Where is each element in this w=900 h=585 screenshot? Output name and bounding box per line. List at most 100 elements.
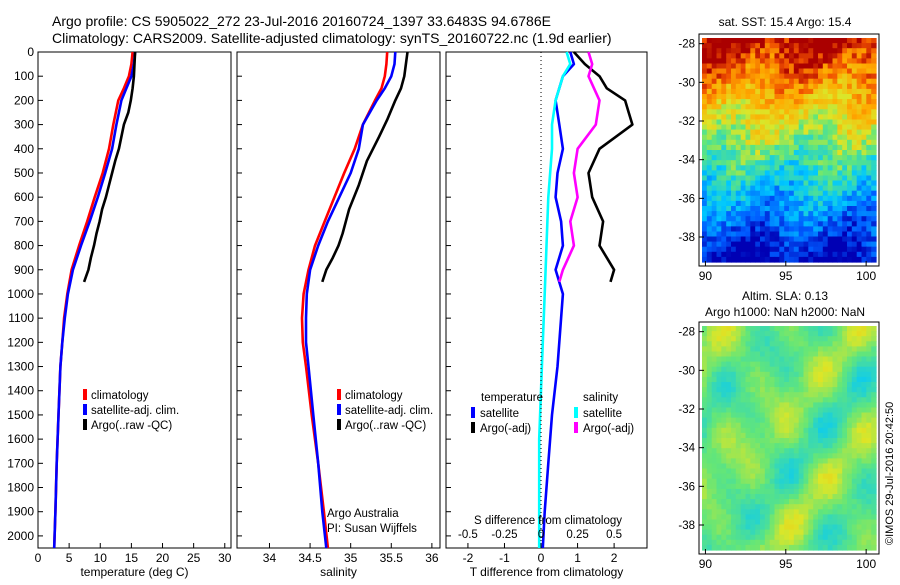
map-cell — [837, 483, 843, 490]
map-cell — [745, 392, 751, 398]
map-cell — [803, 109, 809, 115]
map-cell — [818, 397, 824, 403]
map-cell — [711, 509, 718, 515]
map-cell — [847, 438, 853, 444]
map-cell — [789, 412, 795, 419]
map-cell — [740, 483, 747, 490]
map-cell — [755, 499, 761, 505]
map-cell — [789, 109, 795, 115]
map-cell — [808, 119, 814, 126]
map-cell — [832, 458, 838, 465]
map-cell — [837, 326, 843, 332]
map-cell — [827, 241, 834, 248]
map-cell — [861, 119, 867, 126]
map-cell — [798, 94, 805, 100]
map-cell — [706, 478, 713, 485]
y-tick-label: 1800 — [7, 481, 34, 495]
map-cell — [871, 544, 877, 551]
map-cell — [866, 336, 872, 342]
map-cell — [779, 438, 785, 444]
map-cell — [827, 397, 834, 403]
map-cell — [764, 139, 771, 146]
map-cell — [822, 256, 829, 263]
map-cell — [774, 68, 780, 75]
map-cell — [711, 124, 718, 131]
map-cell — [832, 524, 838, 531]
map-cell — [784, 175, 790, 182]
map-cell — [711, 160, 718, 166]
map-cell — [716, 499, 722, 505]
map-cell — [822, 402, 829, 409]
map-cell — [837, 129, 843, 136]
map-cell — [808, 221, 814, 227]
map-cell — [832, 387, 838, 393]
map-cell — [716, 226, 722, 233]
map-cell — [871, 109, 877, 115]
map-cell — [764, 155, 771, 161]
map-cell — [726, 524, 732, 531]
map-cell — [774, 468, 780, 475]
map-cell — [721, 206, 727, 212]
map-cell — [822, 412, 829, 419]
map-cell — [711, 48, 718, 54]
map-cell — [832, 539, 838, 546]
map-cell — [847, 376, 853, 383]
map-cell — [726, 134, 732, 141]
map-cell — [774, 119, 780, 126]
map-cell — [784, 200, 790, 207]
map-cell — [779, 478, 785, 485]
map-cell — [832, 236, 838, 243]
map-cell — [822, 114, 829, 121]
y-tick-label: 600 — [14, 190, 34, 204]
map-cell — [837, 185, 843, 192]
map-cell — [735, 226, 742, 233]
map-cell — [803, 58, 809, 65]
map-cell — [740, 478, 747, 485]
map-cell — [755, 407, 761, 414]
map-cell — [779, 453, 785, 459]
map-cell — [813, 144, 819, 151]
map-cell — [760, 387, 766, 393]
map-cell — [740, 216, 747, 222]
map-cell — [774, 200, 780, 207]
map-cell — [789, 78, 795, 85]
map-cell — [832, 155, 838, 161]
map-cell — [793, 144, 800, 151]
map-cell — [779, 417, 785, 424]
map-cell — [789, 356, 795, 363]
map-cell — [871, 361, 877, 368]
map-cell — [706, 206, 713, 212]
map-cell — [716, 494, 722, 500]
map-cell — [813, 504, 819, 510]
map-cell — [789, 165, 795, 171]
map-cell — [861, 346, 867, 353]
map-cell — [798, 331, 805, 337]
map-cell — [813, 351, 819, 358]
y-tick-label: 1400 — [7, 384, 34, 398]
map-cell — [779, 165, 785, 171]
map-cell — [702, 99, 708, 105]
map-cell — [740, 392, 747, 398]
map-cell — [837, 478, 843, 485]
map-cell — [769, 387, 776, 393]
map-cell — [847, 341, 853, 347]
map-cell — [721, 387, 727, 393]
map-cell — [731, 78, 737, 85]
map-cell — [822, 473, 829, 480]
map-cell — [803, 170, 809, 177]
map-cell — [760, 402, 766, 409]
map-cell — [755, 53, 761, 59]
map-cell — [735, 221, 742, 227]
map-cell — [822, 170, 829, 177]
map-cell — [871, 438, 877, 444]
map-cell — [832, 104, 838, 110]
map-cell — [774, 448, 780, 454]
map-cell — [818, 422, 824, 429]
map-cell — [750, 99, 756, 105]
map-cell — [803, 160, 809, 166]
map-cell — [726, 331, 732, 337]
map-cell — [818, 94, 824, 100]
map-cell — [856, 48, 863, 54]
map-cell — [789, 180, 795, 187]
map-cell — [842, 114, 848, 121]
